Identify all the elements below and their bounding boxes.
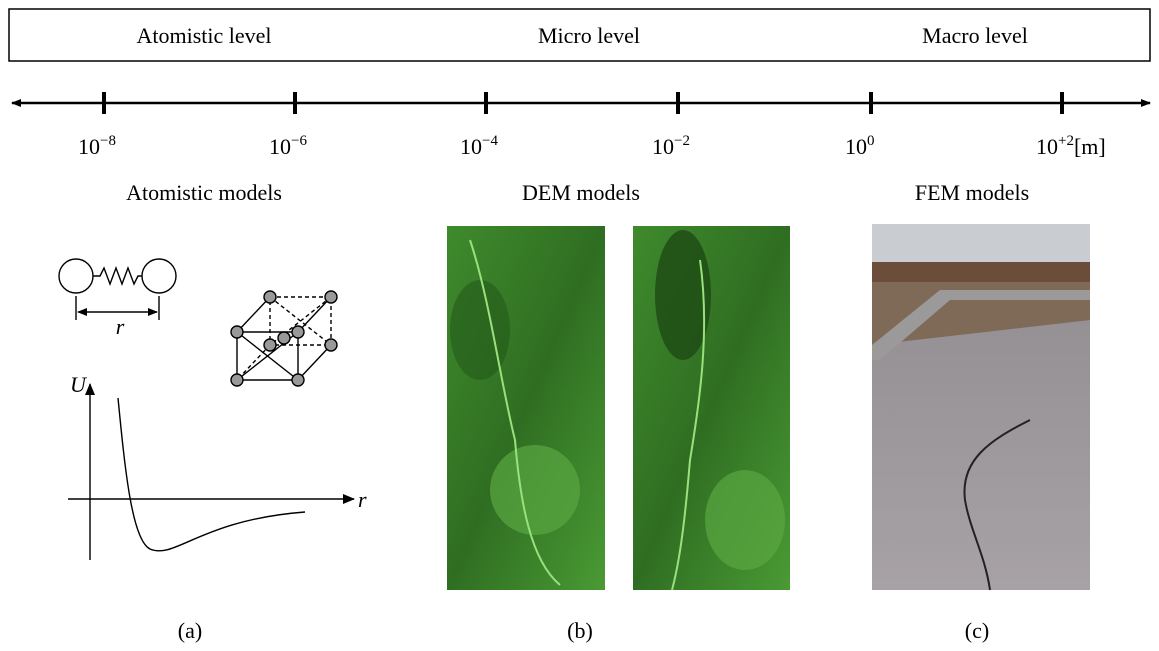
scale-exponent: 0 — [867, 133, 875, 149]
scale-label: 10−8 — [78, 133, 116, 159]
model-label: Atomistic models — [126, 180, 282, 205]
dem-photos — [447, 226, 790, 590]
panel-label: (b) — [567, 618, 593, 643]
model-label: FEM models — [915, 180, 1029, 205]
atomistic-sketch — [59, 259, 354, 560]
level-label: Macro level — [922, 23, 1028, 48]
scale-exponent: −8 — [100, 133, 116, 149]
figure: Atomistic levelMicro levelMacro level10−… — [0, 0, 1159, 651]
panel-label: (a) — [178, 618, 202, 643]
level-label: Atomistic level — [136, 23, 271, 48]
panel-label: (c) — [965, 618, 989, 643]
scale-exponent: −4 — [482, 133, 498, 149]
fem-photo — [872, 224, 1090, 590]
scale-label: 10−2 — [652, 133, 690, 159]
scale-label: 100 — [845, 133, 875, 159]
scale-base: 10 — [460, 134, 482, 159]
scale-base: 10 — [78, 134, 100, 159]
scale-label: 10−6 — [269, 133, 307, 159]
scale-unit: [m] — [1074, 134, 1106, 159]
scale-exponent: +2 — [1058, 133, 1074, 149]
scale-base: 10 — [269, 134, 291, 159]
scale-label: 10+2[m] — [1036, 133, 1106, 159]
level-label: Micro level — [538, 23, 640, 48]
scale-base: 10 — [652, 134, 674, 159]
scale-exponent: −2 — [674, 133, 690, 149]
potential-axis-label: U — [70, 372, 88, 397]
scale-exponent: −6 — [291, 133, 307, 149]
scale-base: 10 — [845, 134, 867, 159]
distance-axis-label: r — [358, 487, 367, 512]
model-label: DEM models — [522, 180, 640, 205]
spring-label: r — [116, 314, 125, 339]
scale-base: 10 — [1036, 134, 1058, 159]
scale-label: 10−4 — [460, 133, 498, 159]
